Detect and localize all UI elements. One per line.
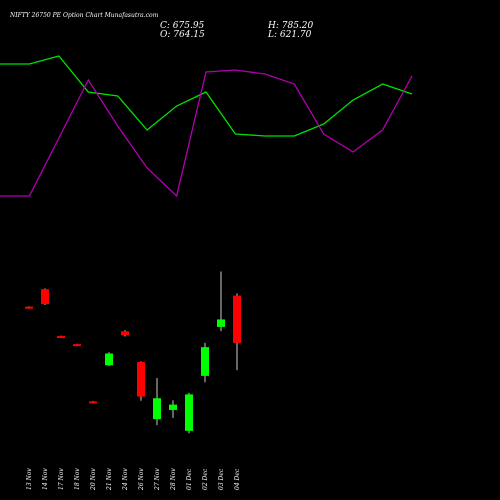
high-value: H: 785.20	[267, 21, 314, 31]
x-tick-label: 01 Dec	[186, 468, 193, 490]
chart-title: NIFTY 26750 PE Option Chart Munafasutra.…	[9, 12, 159, 19]
candle-body	[185, 394, 193, 431]
x-tick-label: 18 Nov	[74, 468, 81, 490]
candle-body	[41, 289, 49, 305]
close-value: C: 675.95	[160, 21, 205, 31]
candle-body	[233, 295, 241, 343]
candle-body	[73, 344, 81, 347]
candle-body	[57, 336, 65, 339]
candles	[25, 271, 241, 434]
x-tick-label: 24 Nov	[122, 468, 129, 491]
candle-body	[137, 362, 145, 397]
x-tick-label: 04 Dec	[234, 468, 241, 490]
x-tick-labels: 13 Nov 14 Nov 17 Nov 18 Nov 20 Nov 21 Nov 24 N…	[26, 468, 241, 491]
x-tick-label: 02 Dec	[202, 468, 209, 490]
low-value: L: 621.70	[267, 30, 312, 40]
x-tick-label: 20 Nov	[90, 468, 97, 491]
candle-body	[217, 319, 225, 327]
x-tick-label: 28 Nov	[170, 468, 177, 491]
x-tick-label: 21 Nov	[106, 468, 113, 491]
x-tick-label: 27 Nov	[154, 468, 161, 491]
candle-body	[105, 353, 113, 366]
x-tick-label: 14 Nov	[42, 468, 49, 490]
candle-body	[89, 401, 97, 404]
green-indicator-line	[0, 55, 413, 137]
x-tick-label: 26 Nov	[138, 468, 145, 491]
x-tick-label: 03 Dec	[218, 468, 225, 490]
candle-body	[153, 398, 161, 420]
indicator-lines	[0, 55, 413, 198]
open-value: O: 764.15	[160, 30, 205, 40]
candle-body	[121, 331, 129, 336]
purple-indicator-line	[0, 69, 413, 198]
candle-body	[169, 404, 177, 410]
x-tick-label: 13 Nov	[26, 468, 33, 490]
x-tick-label: 17 Nov	[58, 468, 65, 490]
candle-body	[201, 347, 209, 376]
candle-body	[25, 306, 33, 309]
